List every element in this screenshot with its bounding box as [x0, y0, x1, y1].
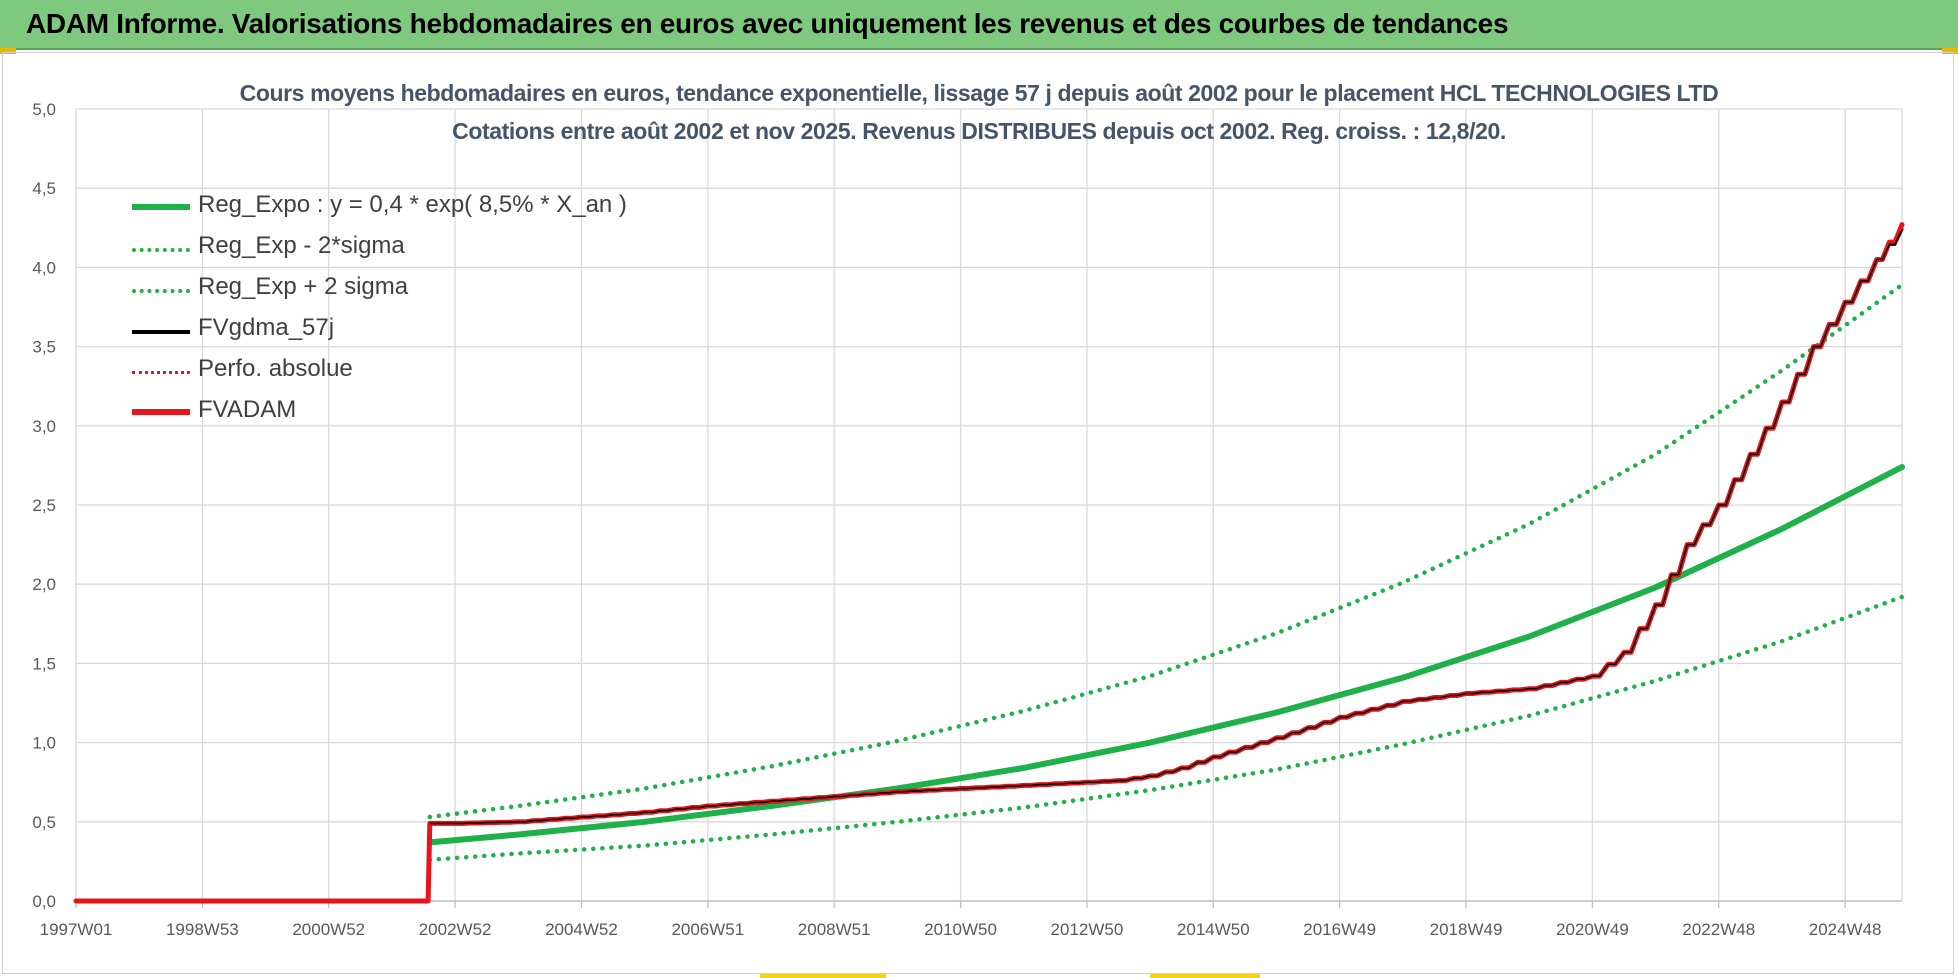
corner-marker-right	[1942, 48, 1958, 54]
legend-swatch-reg-exp-plus	[132, 289, 190, 293]
y-tick-label: 2,5	[32, 496, 56, 515]
x-tick-label: 1998W53	[166, 920, 239, 939]
legend-swatch-fvgdma	[132, 330, 190, 334]
y-tick-label: 4,5	[32, 179, 56, 198]
x-tick-label: 2002W52	[419, 920, 492, 939]
legend-item-reg-exp-plus: Reg_Exp + 2 sigma	[130, 270, 650, 311]
legend-item-reg-expo: Reg_Expo : y = 0,4 * exp( 8,5% * X_an )	[130, 188, 650, 229]
bottom-marker-1	[760, 974, 886, 978]
legend-label-fvgdma: FVgdma_57j	[198, 314, 335, 341]
y-tick-label: 3,0	[32, 417, 56, 436]
chart-title-line-1: Cours moyens hebdomadaires en euros, ten…	[239, 80, 1719, 106]
corner-marker-left	[0, 48, 16, 54]
report-title: ADAM Informe. Valorisations hebdomadaire…	[26, 8, 1509, 39]
legend-item-perfo-absolue: Perfo. absolue	[130, 352, 650, 393]
x-tick-label: 2020W49	[1556, 920, 1629, 939]
x-tick-label: 2004W52	[545, 920, 618, 939]
y-tick-label: 0,5	[32, 813, 56, 832]
bottom-marker-2	[1150, 974, 1260, 978]
x-tick-label: 2012W50	[1051, 920, 1124, 939]
x-tick-label: 2016W49	[1303, 920, 1376, 939]
y-tick-label: 1,5	[32, 654, 56, 673]
legend-item-reg-exp-minus: Reg_Exp - 2*sigma	[130, 229, 650, 270]
legend-label-reg-expo: Reg_Expo : y = 0,4 * exp( 8,5% * X_an )	[198, 191, 627, 218]
y-tick-label: 4,0	[32, 258, 56, 277]
legend-label-reg-exp-minus: Reg_Exp - 2*sigma	[198, 232, 405, 259]
x-tick-label: 2000W52	[292, 920, 365, 939]
series-reg-exp-plus-line	[427, 282, 1905, 820]
x-tick-label: 1997W01	[40, 920, 113, 939]
x-tick-label: 2018W49	[1430, 920, 1503, 939]
series-reg-expo-line	[426, 464, 1905, 846]
legend-label-reg-exp-plus: Reg_Exp + 2 sigma	[198, 273, 409, 300]
legend-item-fvgdma: FVgdma_57j	[130, 311, 650, 352]
series-fvgdma-overlay-line	[429, 229, 1903, 825]
chart-legend: Reg_Expo : y = 0,4 * exp( 8,5% * X_an ) …	[130, 188, 650, 434]
x-tick-label: 2006W51	[671, 920, 744, 939]
x-tick-label: 2024W48	[1809, 920, 1882, 939]
y-tick-label: 5,0	[32, 100, 56, 119]
legend-item-fvadam: FVADAM	[130, 393, 650, 434]
y-tick-label: 2,0	[32, 575, 56, 594]
y-tick-label: 1,0	[32, 734, 56, 753]
chart-frame	[2, 52, 1954, 974]
legend-swatch-reg-exp-minus	[132, 248, 190, 252]
legend-swatch-perfo-absolue	[132, 371, 190, 374]
x-tick-label: 2014W50	[1177, 920, 1250, 939]
y-tick-label: 0,0	[32, 892, 56, 911]
legend-label-perfo-absolue: Perfo. absolue	[198, 355, 353, 382]
legend-swatch-reg-expo	[132, 204, 190, 210]
series-fvgdma-line	[428, 227, 1904, 825]
legend-swatch-fvadam	[132, 409, 190, 415]
x-tick-label: 2008W51	[798, 920, 871, 939]
y-tick-label: 3,5	[32, 338, 56, 357]
x-tick-label: 2010W50	[924, 920, 997, 939]
legend-label-fvadam: FVADAM	[198, 396, 297, 423]
x-tick-label: 2022W48	[1682, 920, 1755, 939]
report-banner: ADAM Informe. Valorisations hebdomadaire…	[0, 0, 1958, 50]
chart-title-line-2: Cotations entre août 2002 et nov 2025. R…	[452, 118, 1506, 144]
